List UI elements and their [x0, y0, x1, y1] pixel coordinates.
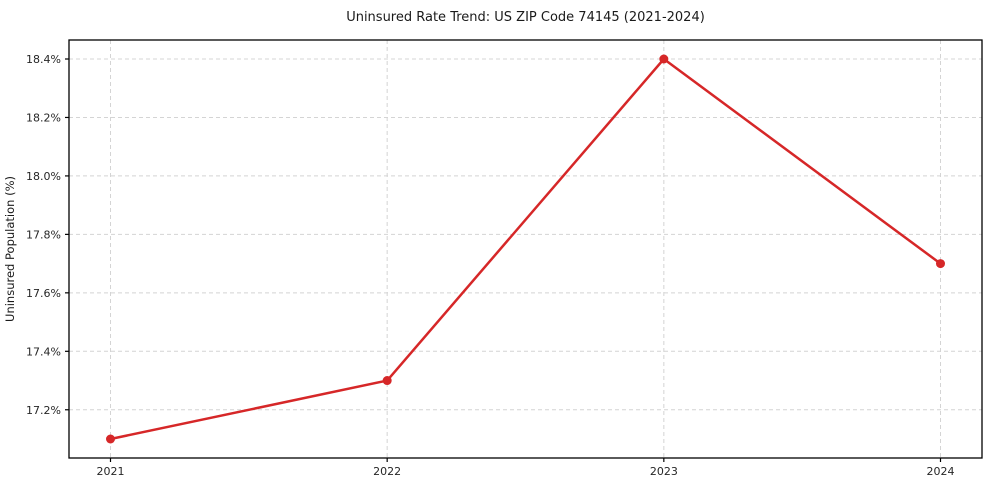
y-tick-label: 17.8% [26, 228, 61, 241]
trend-line [109, 57, 942, 441]
y-tick-label: 18.2% [26, 111, 61, 124]
y-axis-title: Uninsured Population (%) [3, 176, 17, 322]
y-tick-label: 17.6% [26, 287, 61, 300]
data-point-marker [382, 376, 392, 386]
x-tick-label: 2021 [97, 465, 125, 478]
data-point-marker [936, 259, 945, 269]
x-tick-label: 2022 [373, 465, 401, 478]
y-tick-label: 17.2% [26, 404, 61, 417]
x-tick-label: 2023 [650, 465, 678, 478]
chart-title: Uninsured Rate Trend: US ZIP Code 74145 … [346, 10, 705, 25]
plot-content-layer: 17.2% 17.4% 17.6% 17.8% 18.0% 18.2% 18.4% 2021 2… [26, 39, 983, 478]
y-tick-label: 18.4% [26, 53, 61, 66]
data-point-marker [106, 434, 115, 444]
x-tick-label: 2024 [927, 465, 955, 478]
y-tick-label: 18.0% [26, 170, 61, 183]
plot-border [68, 39, 983, 459]
y-tick-label: 17.4% [26, 345, 61, 358]
data-point-marker [659, 54, 669, 64]
